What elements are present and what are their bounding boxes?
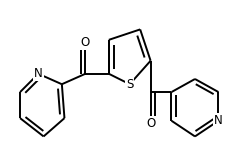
- Text: O: O: [81, 36, 90, 49]
- Text: S: S: [126, 78, 133, 91]
- Text: N: N: [214, 114, 223, 127]
- Text: O: O: [146, 117, 155, 130]
- Text: N: N: [34, 67, 43, 80]
